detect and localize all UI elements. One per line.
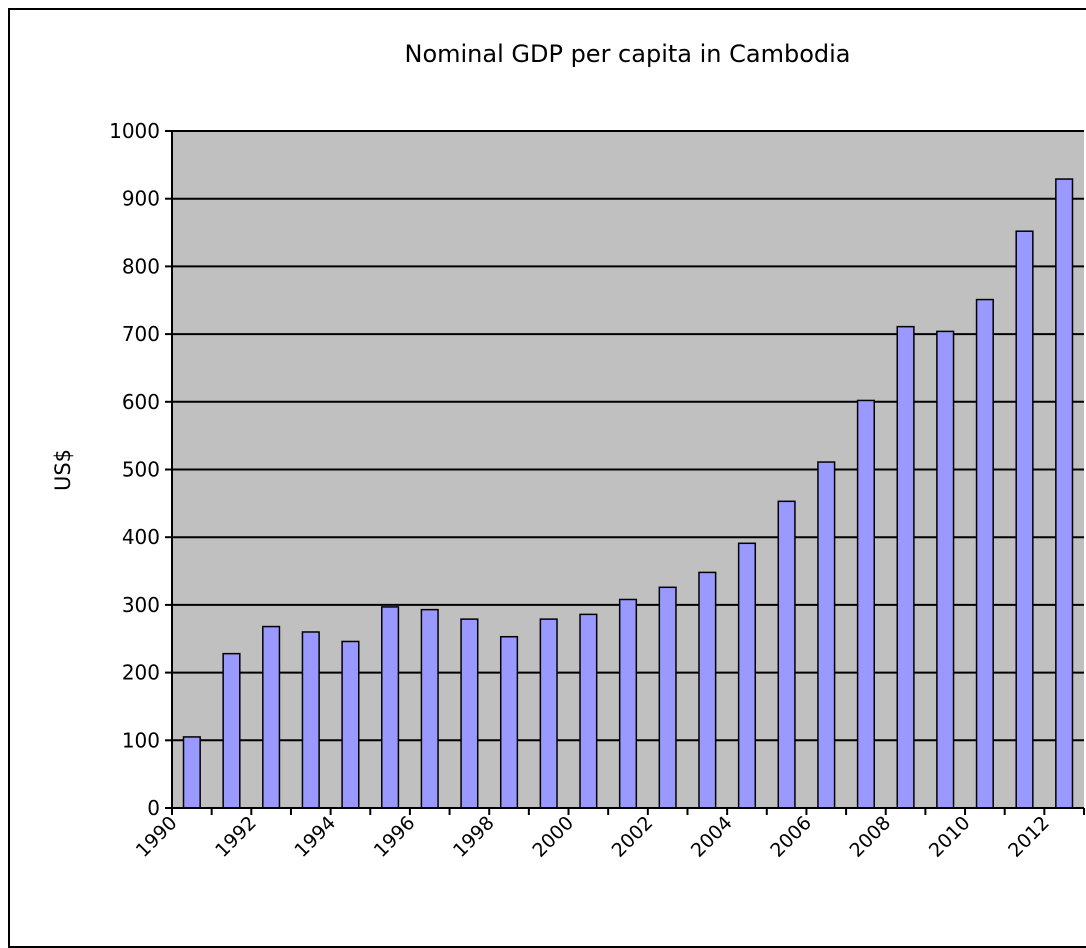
- bar-1997: [460, 618, 479, 809]
- y-tick-label: 0: [147, 796, 160, 820]
- y-tick-labels: 0 100 200 300 400 500 600 700 800 900 1000: [109, 119, 160, 820]
- bar-2004: [737, 542, 757, 809]
- bar-1990: [182, 736, 201, 809]
- y-tick-label: 600: [122, 390, 160, 414]
- bar-2006: [817, 461, 836, 809]
- y-tick-label: 1000: [109, 119, 160, 143]
- y-tick-label: 500: [122, 458, 160, 482]
- bar-2007: [856, 399, 875, 809]
- y-tick-label: 100: [122, 728, 160, 752]
- bar-1998: [499, 635, 519, 809]
- x-tick-label: 1992: [211, 812, 261, 862]
- bar-1994: [341, 640, 360, 809]
- bar-2001: [618, 598, 638, 809]
- x-tick-label: 2012: [1004, 812, 1054, 862]
- y-tick-label: 800: [122, 254, 160, 278]
- y-tick-label: 300: [122, 593, 160, 617]
- x-tick-label: 1998: [449, 812, 499, 862]
- bar-2003: [698, 571, 717, 809]
- bar-2009: [936, 330, 955, 809]
- chart-title: Nominal GDP per capita in Cambodia: [404, 40, 851, 68]
- bar-2010: [975, 298, 994, 809]
- bar-1996: [420, 608, 439, 809]
- y-tick-label: 400: [122, 525, 160, 549]
- y-tick-label: 700: [122, 322, 160, 346]
- x-tick-label: 2008: [846, 812, 896, 862]
- bar-1993: [301, 631, 320, 809]
- bar-2008: [896, 325, 915, 809]
- bar-1991: [222, 652, 241, 809]
- y-tick-label: 200: [122, 661, 160, 685]
- axes: [165, 130, 1085, 815]
- y-axis-label: US$: [51, 449, 75, 491]
- bar-2000: [579, 613, 598, 809]
- x-tick-label: 1994: [290, 812, 340, 862]
- bar-1999: [539, 618, 558, 809]
- bar-2011: [1015, 230, 1034, 809]
- bar-2012: [1055, 178, 1074, 809]
- bar-1992: [262, 625, 281, 809]
- x-tick-labels: 1990 1992 1994 1996 1998 2000 2002 2004 2006 2008…: [132, 812, 1054, 862]
- x-tick-label: 2004: [687, 812, 737, 862]
- x-tick-label: 2006: [766, 812, 816, 862]
- x-tick-label: 1996: [370, 812, 420, 862]
- y-tick-label: 900: [122, 187, 160, 211]
- bar-1995: [381, 606, 400, 809]
- bar-2005: [777, 500, 796, 809]
- bar-2002: [658, 586, 677, 809]
- x-tick-label: 2000: [528, 812, 578, 862]
- x-tick-label: 2002: [608, 812, 658, 862]
- x-tick-label: 2010: [925, 812, 975, 862]
